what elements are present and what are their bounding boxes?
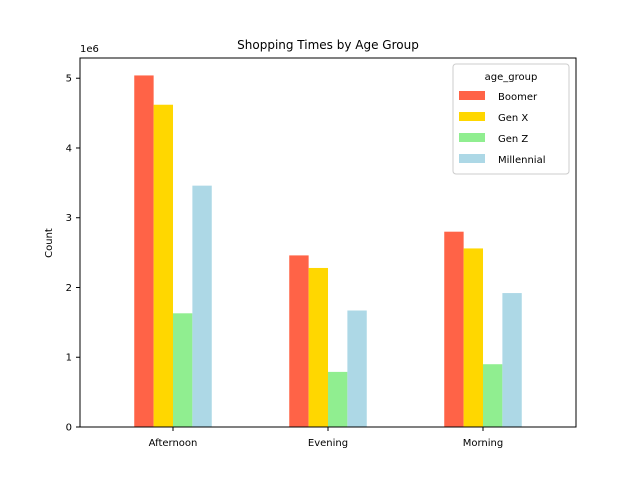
y-tick-label: 3	[66, 213, 72, 224]
plot-area: 0 1 2 3 4 5 Afternoon Evening Morning	[66, 57, 577, 449]
y-tick-label: 2	[66, 283, 72, 294]
bar-millennial-afternoon	[192, 185, 212, 427]
y-tick-label: 1	[66, 353, 72, 364]
legend-label-gen-z: Gen Z	[498, 134, 528, 145]
bar-gen-z-afternoon	[173, 313, 193, 427]
y-tick-label: 5	[66, 74, 72, 85]
bar-gen-z-morning	[483, 364, 503, 427]
legend-label-boomer: Boomer	[498, 92, 538, 103]
legend-swatch-boomer	[459, 91, 485, 100]
legend: age_group Boomer Gen X Gen Z Millennial	[452, 63, 570, 175]
y-multiplier-label: 1e6	[80, 44, 99, 55]
legend-swatch-gen-x	[459, 112, 485, 121]
bar-gen-x-afternoon	[153, 104, 174, 428]
x-tick-label: Afternoon	[149, 438, 198, 449]
bar-millennial-morning	[502, 293, 522, 427]
bar-millennial-evening	[347, 310, 367, 427]
bar-boomer-morning	[444, 231, 464, 427]
bar-gen-x-evening	[308, 267, 329, 427]
y-tick-label: 4	[66, 143, 72, 154]
bar-gen-x-morning	[463, 248, 484, 427]
y-axis-label: Count	[44, 228, 55, 258]
bar-boomer-evening	[289, 255, 309, 427]
legend-label-gen-x: Gen X	[498, 113, 528, 124]
legend-swatch-millennial	[459, 154, 485, 163]
bar-gen-z-evening	[328, 371, 348, 427]
legend-label-millennial: Millennial	[498, 155, 545, 166]
x-tick-label: Evening	[308, 438, 348, 449]
y-tick-label: 0	[66, 423, 72, 434]
legend-title: age_group	[485, 72, 538, 83]
x-tick-label: Morning	[463, 438, 503, 449]
bar-boomer-afternoon	[134, 75, 154, 427]
chart-title: Shopping Times by Age Group	[237, 38, 419, 52]
legend-swatch-gen-z	[459, 133, 485, 142]
